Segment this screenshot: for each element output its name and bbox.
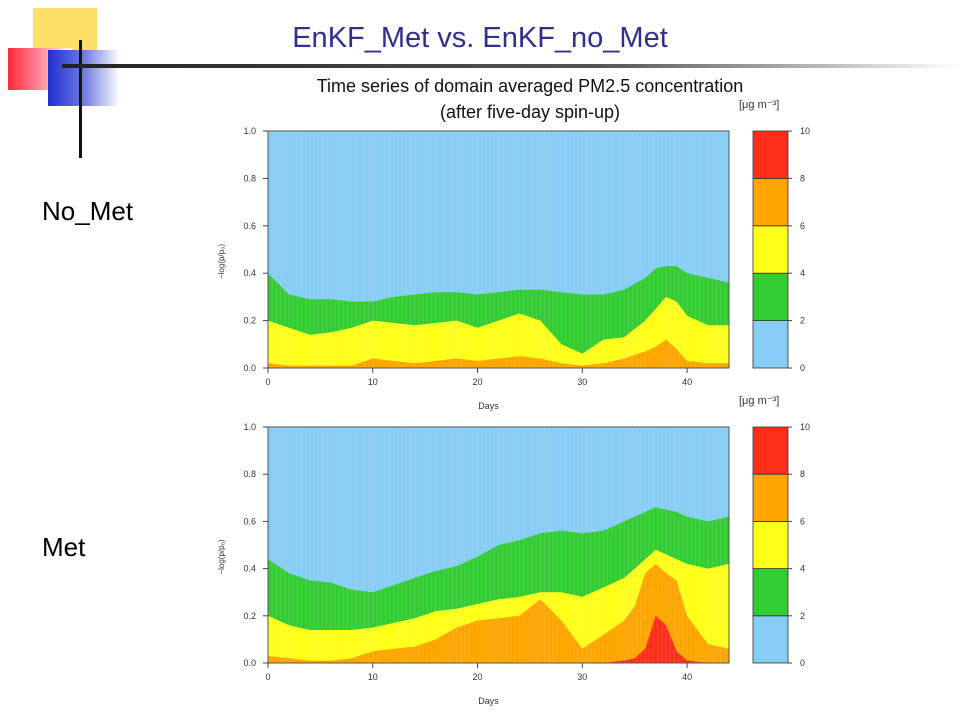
colorbar-segment: [752, 473, 789, 522]
colorbar-segment: [752, 320, 789, 369]
y-axis-label: −log(p/p₀): [217, 244, 226, 279]
y-tick-label: 0.4: [243, 268, 256, 278]
plot-frame: [267, 426, 730, 664]
colorbar-tick-label: 2: [800, 316, 805, 326]
colorbar-tick-label: 2: [800, 611, 805, 621]
chart-title-line1: Time series of domain averaged PM2.5 con…: [316, 76, 744, 96]
x-tick-label: 10: [368, 377, 378, 387]
area-band-6: [268, 563, 729, 663]
x-tick-label: 20: [473, 377, 483, 387]
decor-horizontal-line: [62, 64, 960, 68]
decor-vertical-line: [79, 40, 82, 158]
y-tick-label: 0.4: [243, 564, 256, 574]
decor-blue-square: [48, 50, 120, 106]
colorbar-unit-label: [μg m⁻³]: [739, 99, 779, 111]
row-label-nomet: No_Met: [42, 196, 134, 226]
y-tick-label: 0.0: [243, 363, 256, 373]
x-tick-label: 20: [473, 672, 483, 682]
colorbar-segment: [752, 568, 789, 617]
x-tick-label: 40: [682, 672, 692, 682]
colorbar-tick-label: 10: [800, 126, 810, 136]
area-band-8: [268, 615, 729, 663]
colorbar-tick-label: 8: [800, 173, 805, 183]
area-band-6: [268, 339, 729, 368]
y-tick-label: 0.6: [243, 516, 256, 526]
colorbar-tick-label: 0: [800, 363, 805, 373]
y-tick-label: 0.0: [243, 658, 256, 668]
x-tick-label: 40: [682, 377, 692, 387]
y-tick-label: 0.8: [243, 173, 256, 183]
colorbar-unit-label: [μg m⁻³]: [739, 395, 779, 407]
x-tick-label: 30: [577, 377, 587, 387]
row-label-met: Met: [42, 532, 86, 562]
x-tick-label: 30: [577, 672, 587, 682]
x-tick-label: 0: [265, 377, 270, 387]
y-tick-label: 1.0: [243, 422, 256, 432]
colorbar-segment: [752, 225, 789, 274]
chart-title: Time series of domain averaged PM2.5 con…: [200, 73, 860, 125]
area-band-4: [268, 296, 729, 368]
colorbar-segment: [752, 130, 789, 179]
colorbar-tick-label: 6: [800, 221, 805, 231]
colorbar-segment: [752, 426, 789, 475]
x-tick-label: 10: [368, 672, 378, 682]
colorbar-tick-label: 6: [800, 516, 805, 526]
colorbar-tick-label: 4: [800, 564, 805, 574]
slide-title: EnKF_Met vs. EnKF_no_Met: [292, 22, 668, 54]
chart-panel-0: 0.00.20.40.60.81.00 10 20 30 40Days−log(p/p₀…: [217, 99, 810, 411]
colorbar-segment: [752, 272, 789, 322]
colorbar-tick-label: 10: [800, 422, 810, 432]
chart-panel-1: 0.00.20.40.60.81.00 10 20 30 40Days−log(p/p₀…: [217, 395, 810, 706]
x-axis-label: Days: [478, 696, 499, 706]
y-tick-label: 1.0: [243, 126, 256, 136]
plot-frame: [267, 130, 730, 369]
y-tick-label: 0.8: [243, 469, 256, 479]
x-tick-label: 0: [265, 672, 270, 682]
y-tick-label: 0.2: [243, 611, 256, 621]
colorbar-tick-label: 8: [800, 469, 805, 479]
y-tick-label: 0.6: [243, 221, 256, 231]
colorbar-segment: [752, 615, 789, 664]
y-tick-label: 0.2: [243, 316, 256, 326]
x-axis-label: Days: [478, 401, 499, 411]
colorbar-tick-label: 0: [800, 658, 805, 668]
colorbar-tick-label: 4: [800, 268, 805, 278]
colorbar-segment: [752, 177, 789, 227]
colorbar-segment: [752, 521, 789, 570]
y-axis-label: −log(p/p₀): [217, 539, 226, 574]
chart-title-line2: (after five-day spin-up): [439, 102, 621, 122]
